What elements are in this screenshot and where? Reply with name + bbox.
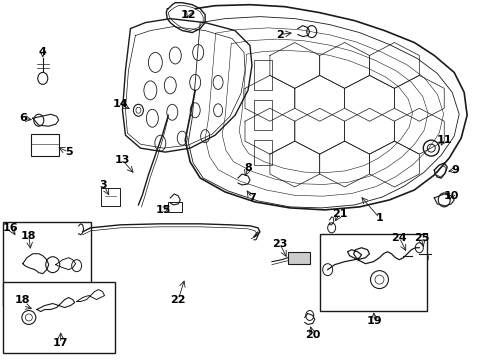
Ellipse shape [370,271,387,289]
Ellipse shape [423,140,438,156]
Text: 25: 25 [413,233,428,243]
Text: 11: 11 [436,135,451,145]
Ellipse shape [190,103,200,118]
FancyBboxPatch shape [31,134,59,156]
Ellipse shape [189,75,200,90]
Text: 24: 24 [391,233,407,243]
Text: 23: 23 [272,239,287,249]
Text: 15: 15 [155,205,171,215]
Text: 17: 17 [53,338,68,348]
Text: 18: 18 [21,231,37,241]
Ellipse shape [402,256,411,268]
Text: 22: 22 [170,294,185,305]
Ellipse shape [213,75,223,89]
Text: 4: 4 [39,48,47,58]
Ellipse shape [46,257,60,273]
Text: 5: 5 [65,147,72,157]
Ellipse shape [166,104,178,120]
Ellipse shape [148,53,162,72]
Ellipse shape [427,144,434,152]
Ellipse shape [177,131,187,145]
Ellipse shape [327,223,335,233]
Text: 7: 7 [247,193,255,203]
FancyBboxPatch shape [253,60,271,90]
Ellipse shape [192,45,203,60]
Text: 13: 13 [115,155,130,165]
Ellipse shape [25,314,32,321]
Ellipse shape [136,107,141,113]
Text: 3: 3 [100,180,107,190]
Text: 19: 19 [366,316,382,327]
Ellipse shape [146,109,158,127]
Ellipse shape [133,104,143,116]
Ellipse shape [414,243,423,253]
Ellipse shape [322,264,332,276]
FancyBboxPatch shape [253,100,271,130]
Ellipse shape [72,260,81,272]
Text: 1: 1 [375,213,383,223]
Text: 18: 18 [15,294,31,305]
Text: 6: 6 [19,113,27,123]
FancyBboxPatch shape [3,282,114,353]
FancyBboxPatch shape [168,202,182,212]
Text: 12: 12 [180,10,196,20]
Text: 8: 8 [244,163,251,173]
Text: 20: 20 [305,330,320,341]
FancyBboxPatch shape [101,188,120,206]
Ellipse shape [164,77,176,94]
Ellipse shape [22,310,36,324]
FancyBboxPatch shape [253,140,271,165]
Ellipse shape [38,72,48,84]
Text: 14: 14 [112,99,128,109]
Text: 21: 21 [331,209,346,219]
FancyBboxPatch shape [319,234,427,311]
Text: 16: 16 [3,223,19,233]
Ellipse shape [169,47,181,64]
FancyBboxPatch shape [287,252,309,264]
Text: 9: 9 [450,165,458,175]
FancyBboxPatch shape [3,222,90,306]
Ellipse shape [437,193,449,207]
Ellipse shape [143,81,157,100]
Ellipse shape [34,114,44,126]
Ellipse shape [305,310,313,320]
Ellipse shape [306,26,316,37]
Text: 2: 2 [275,30,283,40]
Ellipse shape [200,130,209,143]
Ellipse shape [420,253,427,263]
Text: 10: 10 [443,191,458,201]
Ellipse shape [213,104,222,117]
Ellipse shape [155,135,165,151]
Ellipse shape [374,275,383,284]
